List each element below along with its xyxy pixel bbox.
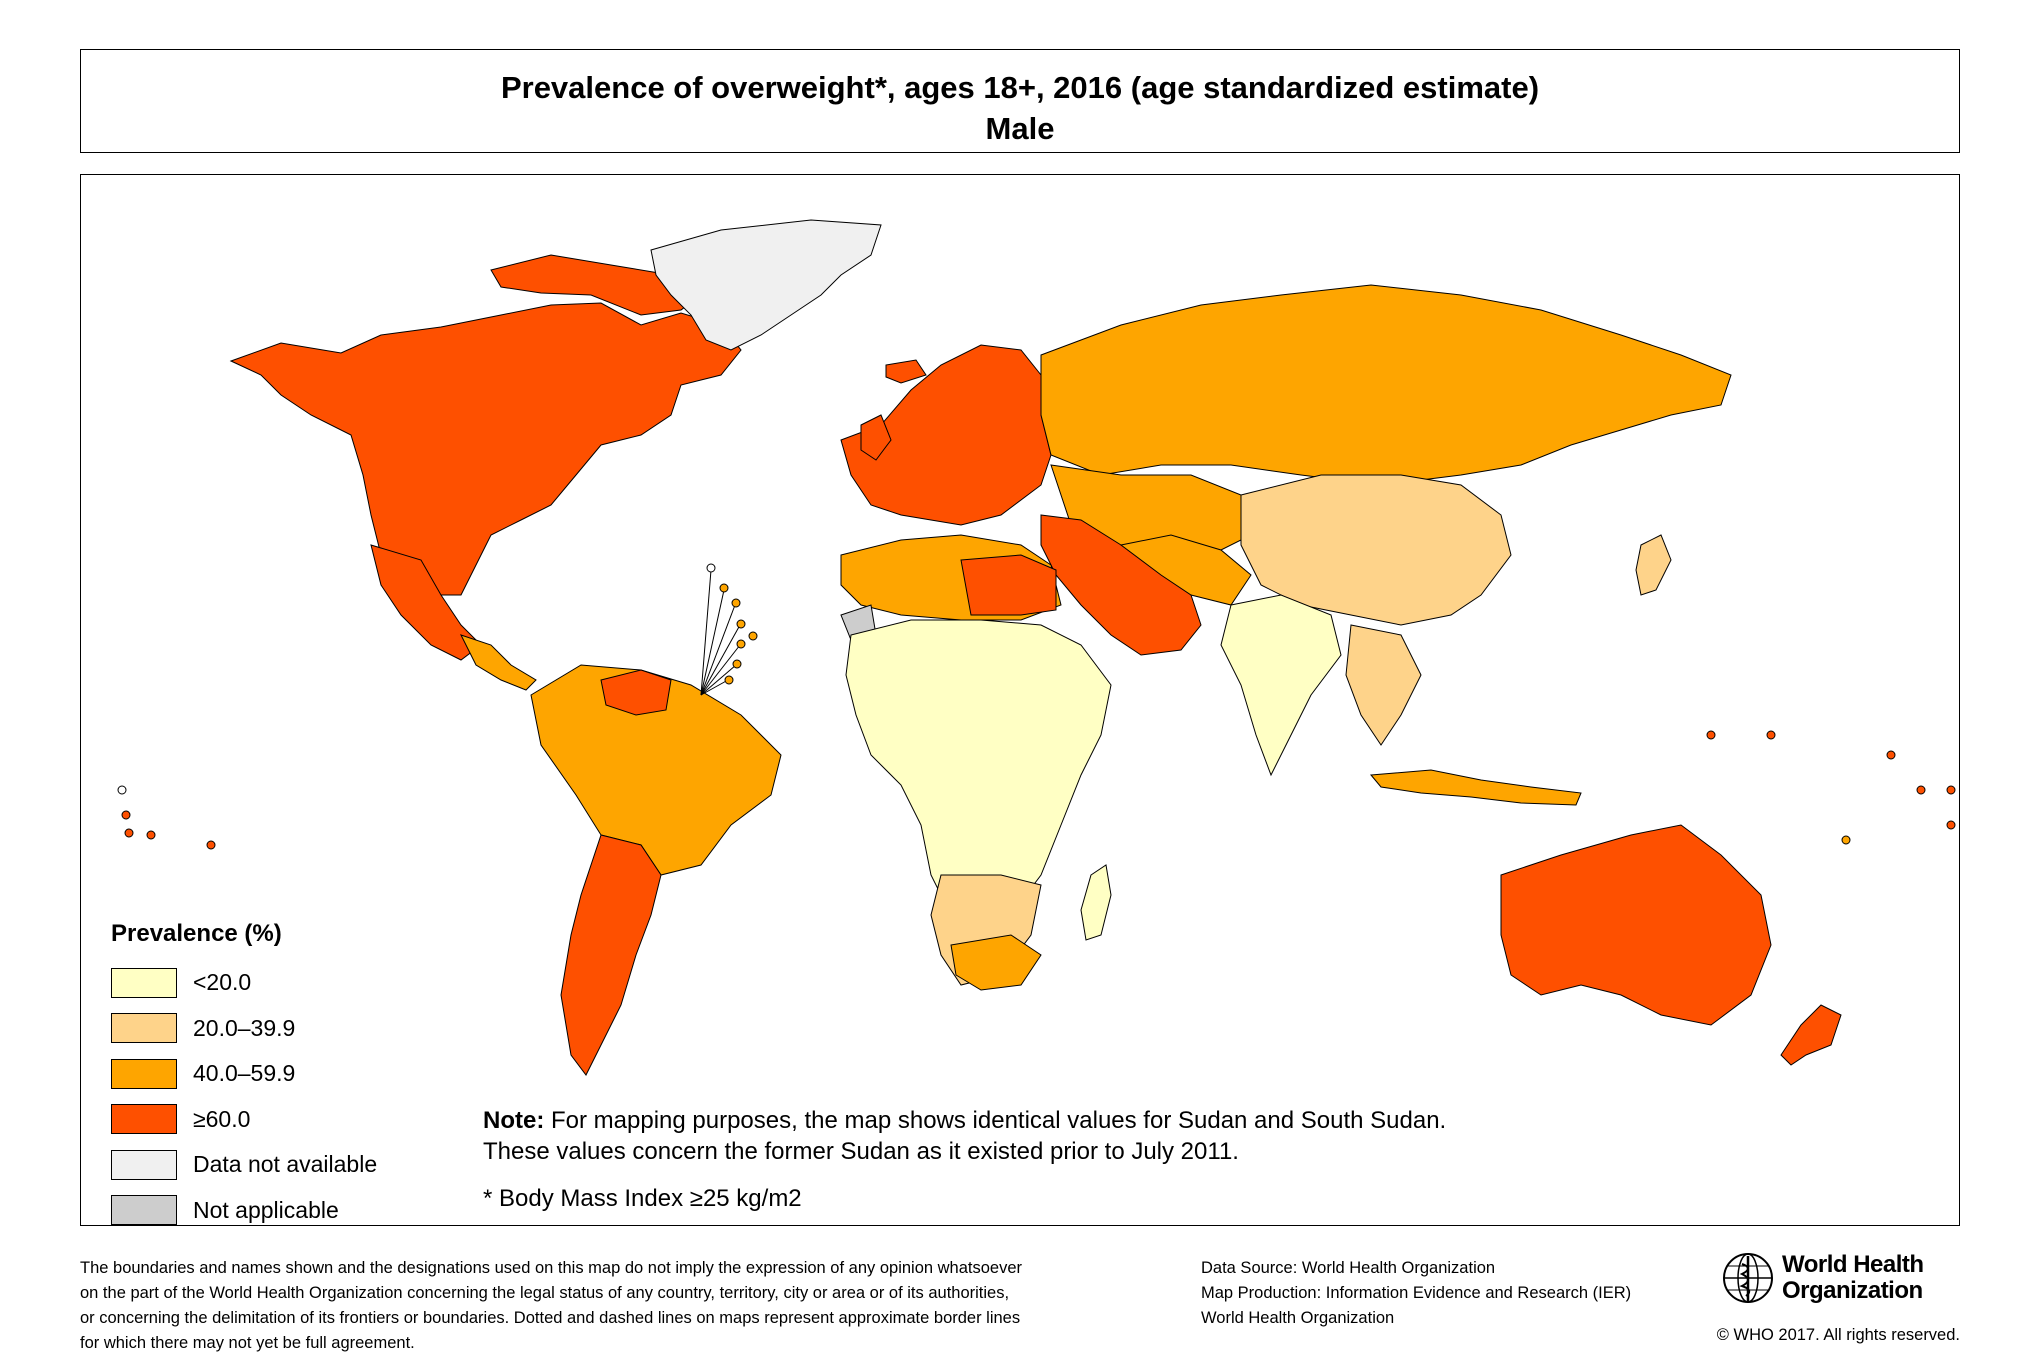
island-dot [117, 785, 127, 795]
legend-label: <20.0 [193, 969, 252, 996]
legend-label: 20.0–39.9 [193, 1014, 296, 1041]
island-dot [1841, 835, 1851, 845]
region-iceland [885, 359, 927, 384]
island-dot [124, 828, 134, 838]
legend-label: Data not available [193, 1151, 378, 1178]
island-dot [731, 598, 741, 608]
region-japan [1635, 534, 1672, 596]
map-title: Prevalence of overweight*, ages 18+, 201… [500, 70, 1540, 105]
region-australia [1500, 824, 1772, 1026]
legend-item: 20.0–39.9 [111, 1006, 441, 1052]
legend-swatch [111, 1013, 177, 1044]
island-dot [1946, 820, 1956, 830]
who-emblem-icon [1723, 1253, 1773, 1303]
region-canada-islands [490, 254, 702, 316]
legend-label: Not applicable [193, 1196, 339, 1223]
copyright: © WHO 2017. All rights reserved. [1716, 1326, 1960, 1344]
island-dot [706, 563, 716, 573]
credits: Data Source: World Health Organization M… [1201, 1256, 1631, 1331]
data-source: Data Source: World Health Organization [1201, 1259, 1496, 1277]
map-production: Map Production: Information Evidence and… [1201, 1284, 1632, 1302]
legend-label: ≥60.0 [193, 1105, 251, 1132]
island-dot [736, 639, 746, 649]
legend-label: 40.0–59.9 [193, 1060, 296, 1087]
legend-swatch [111, 1104, 177, 1135]
island-dot [1916, 785, 1926, 795]
island-dot [1706, 730, 1716, 740]
legend: Prevalence (%) <20.0 20.0–39.9 40.0–59.9… [111, 920, 441, 1225]
island-dot [146, 830, 156, 840]
island-dot [1766, 730, 1776, 740]
region-libya-egypt [960, 554, 1057, 616]
sudan-note: Note: For mapping purposes, the map show… [483, 1105, 1446, 1167]
disclaimer-line: The boundaries and names shown and the d… [80, 1259, 1023, 1277]
region-india [1220, 594, 1342, 777]
bmi-footnote: * Body Mass Index ≥25 kg/m2 [483, 1185, 802, 1212]
island-dot [1946, 785, 1956, 795]
who-logo: World Health Organization [1720, 1248, 1960, 1308]
island-dot [719, 583, 729, 593]
world-map [117, 219, 1956, 1076]
logo-line-2: Organization [1782, 1277, 1923, 1304]
caribbean-callout-lines [700, 569, 741, 696]
map-title-box: Prevalence of overweight*, ages 18+, 201… [80, 49, 1960, 153]
organization-name: World Health Organization [1201, 1309, 1395, 1327]
region-indonesia [1370, 769, 1582, 806]
disclaimer-line: or concerning the delimitation of its fr… [80, 1309, 1021, 1327]
legend-title: Prevalence (%) [111, 920, 282, 947]
legend-swatch [111, 1149, 177, 1180]
legend-item: Data not available [111, 1142, 441, 1188]
island-dot [121, 810, 131, 820]
region-madagascar [1080, 864, 1112, 941]
disclaimer-line: for which there may not yet be full agre… [80, 1334, 415, 1352]
note-label: Note: [483, 1107, 545, 1134]
legend-swatch [111, 967, 177, 998]
legend-item: <20.0 [111, 960, 441, 1006]
region-southeast-asia [1345, 624, 1422, 746]
island-dot [732, 659, 742, 669]
region-greenland [650, 219, 882, 351]
region-south-america-south [560, 834, 662, 1076]
disclaimer-line: on the part of the World Health Organiza… [80, 1284, 1010, 1302]
island-dot [724, 675, 734, 685]
legend-swatch [111, 1195, 177, 1225]
note-text-2: These values concern the former Sudan as… [483, 1138, 1239, 1165]
legend-item: Not applicable [111, 1188, 441, 1225]
disclaimer: The boundaries and names shown and the d… [80, 1256, 1140, 1356]
region-china [1240, 474, 1512, 626]
region-iran-afghanistan [1119, 534, 1252, 606]
region-new-zealand [1780, 1004, 1842, 1066]
region-central-america [460, 634, 537, 691]
region-south-america-north [530, 664, 782, 876]
region-south-africa [950, 934, 1042, 991]
legend-item: 40.0–59.9 [111, 1051, 441, 1097]
legend-item: ≥60.0 [111, 1097, 441, 1143]
logo-line-1: World Health [1782, 1251, 1924, 1278]
map-frame: Prevalence (%) <20.0 20.0–39.9 40.0–59.9… [80, 174, 1960, 1226]
note-text-1: For mapping purposes, the map shows iden… [544, 1107, 1447, 1134]
island-dot [206, 840, 216, 850]
legend-swatch [111, 1058, 177, 1089]
region-uk [860, 414, 892, 461]
island-dot [736, 619, 746, 629]
map-subtitle: Male [985, 111, 1055, 146]
region-venezuela [600, 669, 672, 716]
region-russia [1040, 284, 1732, 486]
island-dot [748, 631, 758, 641]
island-dot [1886, 750, 1896, 760]
region-north-america [229, 302, 742, 596]
